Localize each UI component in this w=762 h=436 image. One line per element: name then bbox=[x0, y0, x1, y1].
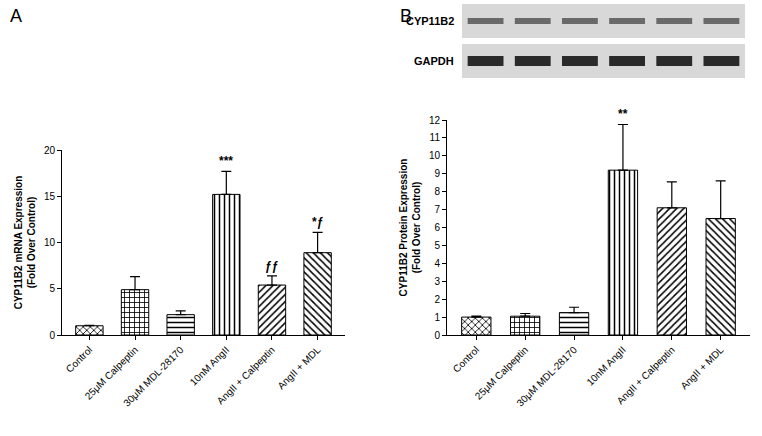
svg-text:3: 3 bbox=[434, 276, 440, 287]
svg-text:**: ** bbox=[618, 107, 628, 121]
svg-text:5: 5 bbox=[49, 283, 55, 294]
svg-text:GAPDH: GAPDH bbox=[414, 55, 454, 67]
svg-text:25μM Calpeptin: 25μM Calpeptin bbox=[83, 344, 140, 401]
svg-text:CYP11B2 mRNA Expression(Fold O: CYP11B2 mRNA Expression(Fold Over Contro… bbox=[13, 176, 37, 310]
svg-text:10nM AngII: 10nM AngII bbox=[188, 344, 232, 388]
svg-text:9: 9 bbox=[434, 168, 440, 179]
svg-text:8: 8 bbox=[434, 186, 440, 197]
svg-text:10: 10 bbox=[429, 150, 441, 161]
svg-text:A: A bbox=[10, 6, 22, 26]
svg-text:1: 1 bbox=[434, 312, 440, 323]
svg-text:AngII + MDL: AngII + MDL bbox=[678, 344, 726, 392]
svg-text:30μM MDL-28170: 30μM MDL-28170 bbox=[514, 344, 579, 409]
svg-text:ƒƒ: ƒƒ bbox=[265, 259, 279, 273]
svg-text:6: 6 bbox=[434, 222, 440, 233]
svg-text:CYP11B2 Protein Expression(Fol: CYP11B2 Protein Expression(Fold Over Con… bbox=[398, 159, 422, 297]
svg-text:20: 20 bbox=[44, 145, 56, 156]
svg-text:CYP11B2: CYP11B2 bbox=[406, 15, 454, 27]
svg-text:25μM Calpeptin: 25μM Calpeptin bbox=[473, 344, 530, 401]
svg-text:AngII + Calpeptin: AngII + Calpeptin bbox=[615, 344, 677, 406]
svg-text:0: 0 bbox=[49, 330, 55, 341]
svg-text:5: 5 bbox=[434, 240, 440, 251]
svg-text:10nM AngII: 10nM AngII bbox=[584, 344, 628, 388]
svg-text:15: 15 bbox=[44, 191, 56, 202]
svg-text:11: 11 bbox=[430, 132, 441, 143]
svg-text:4: 4 bbox=[434, 258, 440, 269]
svg-text:30μM MDL-28170: 30μM MDL-28170 bbox=[121, 344, 186, 409]
svg-text:Control: Control bbox=[451, 344, 482, 375]
svg-text:10: 10 bbox=[44, 237, 56, 248]
svg-text:12: 12 bbox=[429, 115, 441, 126]
svg-text:2: 2 bbox=[434, 294, 440, 305]
svg-text:0: 0 bbox=[434, 330, 440, 341]
svg-text:AngII + MDL: AngII + MDL bbox=[275, 344, 323, 392]
svg-text:***: *** bbox=[219, 154, 233, 168]
svg-text:B: B bbox=[400, 6, 412, 26]
svg-text:*ƒ: *ƒ bbox=[312, 215, 324, 229]
svg-text:Control: Control bbox=[64, 344, 95, 375]
svg-text:AngII + Calpeptin: AngII + Calpeptin bbox=[215, 344, 277, 406]
svg-text:7: 7 bbox=[434, 204, 440, 215]
